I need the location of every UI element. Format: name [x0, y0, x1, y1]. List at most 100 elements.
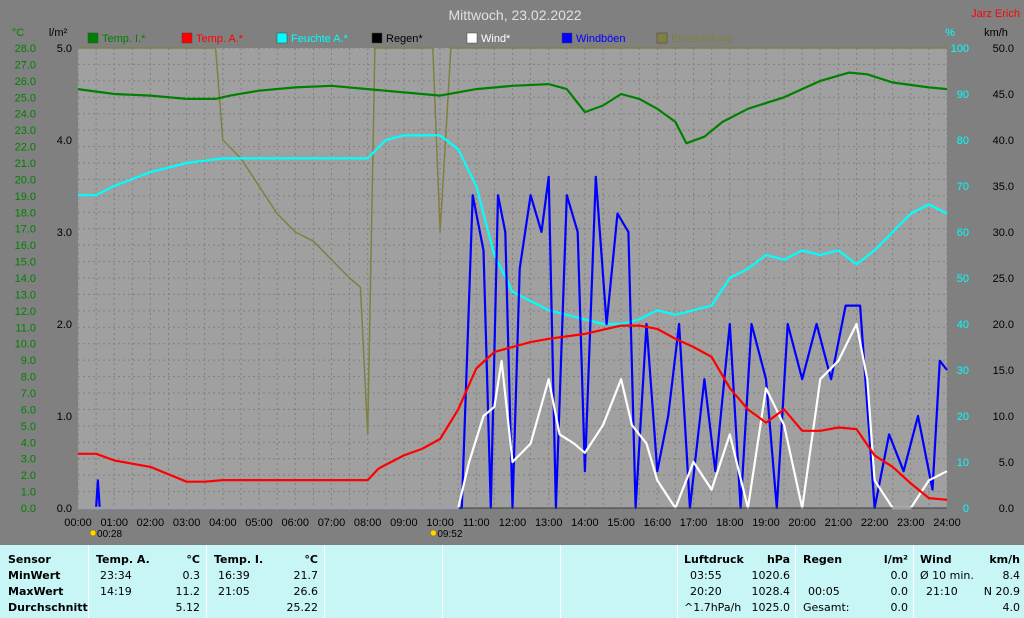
- rain-row1-value: 0.0: [890, 569, 909, 582]
- panel-divider: [795, 545, 796, 618]
- humidity-axis-tick-label: 40: [957, 319, 969, 331]
- temp-axis-tick-label: 0.0: [21, 503, 36, 515]
- x-axis-tick-label: 09:00: [390, 517, 418, 529]
- humidity-axis-tick-label: 0: [963, 503, 969, 515]
- wind-axis-tick-label: 5.0: [999, 457, 1014, 469]
- chart-title: Mittwoch, 23.02.2022: [448, 7, 581, 23]
- x-axis-tick-label: 02:00: [137, 517, 165, 529]
- temp-axis-tick-label: 2.0: [21, 470, 36, 482]
- rain-header: Regen: [803, 553, 843, 566]
- wind-axis-tick-label: 50.0: [993, 43, 1014, 55]
- panel-divider: [560, 545, 561, 618]
- x-axis-tick-label: 08:00: [354, 517, 382, 529]
- series-temp-a-line: [78, 324, 948, 501]
- temp-i-min-time: 16:39: [218, 569, 250, 582]
- temp-axis-tick-label: 13.0: [15, 289, 36, 301]
- x-axis-tick-label: 16:00: [644, 517, 672, 529]
- humidity-axis-tick-label: 50: [957, 273, 969, 285]
- legend-swatch: [656, 32, 668, 44]
- temp-axis-tick-label: 11.0: [15, 322, 36, 334]
- rain-axis-tick-label: 4.0: [57, 135, 72, 147]
- pressure-max-time: 20:20: [690, 585, 722, 598]
- wind-axis-tick-label: 15.0: [993, 365, 1014, 377]
- wind-unit: km/h: [989, 553, 1020, 566]
- x-axis-tick-label: 18:00: [716, 517, 744, 529]
- humidity-axis-tick-label: 20: [957, 411, 969, 423]
- temp-axis-tick-label: 10.0: [15, 339, 36, 351]
- rain-unit: l/m²: [883, 553, 908, 566]
- x-axis-tick-label: 03:00: [173, 517, 201, 529]
- temp-axis-tick-label: 28.0: [15, 43, 36, 55]
- x-axis-tick-label: 24:00: [933, 517, 961, 529]
- temp-i-min-value: 21.7: [293, 569, 319, 582]
- temp-a-avg-value: 5.12: [175, 601, 201, 614]
- x-axis-tick-label: 19:00: [752, 517, 780, 529]
- temp-axis-tick-label: 12.0: [15, 306, 36, 318]
- temp-axis-tick-label: 18.0: [15, 207, 36, 219]
- row-label-avg: Durchschnitt: [8, 601, 88, 614]
- legend-label: Temp. A.*: [196, 33, 244, 45]
- temp-axis-tick-label: 8.0: [21, 372, 36, 384]
- x-axis-tick-label: 14:00: [571, 517, 599, 529]
- weather-chart: 0.0 1.0 2.0 3.0 4.0 5.0 6.0 7.0 8.0 9.0 10.0 11.0 12…: [11, 7, 1020, 540]
- x-axis-tick-label: 15:00: [607, 517, 635, 529]
- x-axis-tick-label: 04:00: [209, 517, 237, 529]
- sun-marker-icon: [89, 529, 97, 537]
- wind-avg-label: Ø 10 min.: [920, 569, 974, 582]
- temp-a-max-time: 14:19: [100, 585, 132, 598]
- temp-i-avg-value: 25.22: [286, 601, 319, 614]
- wind-axis-tick-label: 35.0: [993, 181, 1014, 193]
- temp-axis-tick-label: 4.0: [21, 437, 36, 449]
- humidity-axis-tick-label: 80: [957, 135, 969, 147]
- x-axis-tick-label: 20:00: [788, 517, 816, 529]
- x-axis-tick-label: 12:00: [499, 517, 527, 529]
- humidity-axis-tick-label: 10: [957, 457, 969, 469]
- rain-axis-tick-label: 2.0: [57, 319, 72, 331]
- temp-axis-tick-label: 26.0: [15, 76, 36, 88]
- legend-swatch: [371, 32, 383, 44]
- legend-swatch: [181, 32, 193, 44]
- x-axis-tick-label: 10:00: [426, 517, 454, 529]
- row-label-max: MaxWert: [8, 585, 64, 598]
- rain-total-label: Gesamt:: [803, 601, 850, 614]
- humidity-axis-tick-label: 60: [957, 227, 969, 239]
- wind-axis-tick-label: 0.0: [999, 503, 1014, 515]
- rain-total-value: 0.0: [890, 601, 909, 614]
- row-label-min: MinWert: [8, 569, 61, 582]
- wind-axis-tick-label: 25.0: [993, 273, 1014, 285]
- pressure-min-value: 1020.6: [751, 569, 791, 582]
- wind-daily-avg-value: 4.0: [1002, 601, 1021, 614]
- x-axis-tick-label: 17:00: [680, 517, 708, 529]
- temp-axis-tick-label: 19.0: [15, 191, 36, 203]
- panel-divider: [88, 545, 89, 618]
- wind-axis-tick-label: 20.0: [993, 319, 1014, 331]
- legend-swatch: [466, 32, 478, 44]
- legend-label: Temp. I.*: [102, 33, 146, 45]
- temp-axis-tick-label: 1.0: [21, 487, 36, 499]
- temp-axis-tick-label: 15.0: [15, 257, 36, 269]
- wind-axis-tick-label: 40.0: [993, 135, 1014, 147]
- temp-axis-tick-label: 27.0: [15, 59, 36, 71]
- x-axis-tick-label: 06:00: [281, 517, 309, 529]
- x-axis-tick-label: 00:00: [64, 517, 92, 529]
- temp-axis-tick-label: 17.0: [15, 224, 36, 236]
- temp-axis-tick-label: 3.0: [21, 454, 36, 466]
- rain-axis-tick-label: 0.0: [57, 503, 72, 515]
- wind-max-value: N 20.9: [983, 585, 1020, 598]
- sun-marker-icon: [430, 529, 437, 537]
- rain-axis-tick-label: 3.0: [57, 227, 72, 239]
- wind-axis-tick-label: 10.0: [993, 411, 1014, 423]
- axes-layer: 0.0 1.0 2.0 3.0 4.0 5.0 6.0 7.0 8.0 9.0 10.0 11.0 12…: [12, 27, 1014, 540]
- panel-divider: [206, 545, 207, 618]
- series-wind-line: [78, 322, 948, 510]
- temp-i-max-value: 26.6: [293, 585, 319, 598]
- humidity-axis-tick-label: 30: [957, 365, 969, 377]
- legend-swatch: [561, 32, 573, 44]
- rain-time: 00:05: [808, 585, 840, 598]
- temp-i-unit: °C: [304, 553, 318, 566]
- legend-label: Windböen: [576, 33, 626, 45]
- legend-label: Wind*: [481, 33, 511, 45]
- legend-label: Regen*: [386, 33, 423, 45]
- wind-header: Wind: [920, 553, 952, 566]
- pressure-unit: hPa: [766, 553, 790, 566]
